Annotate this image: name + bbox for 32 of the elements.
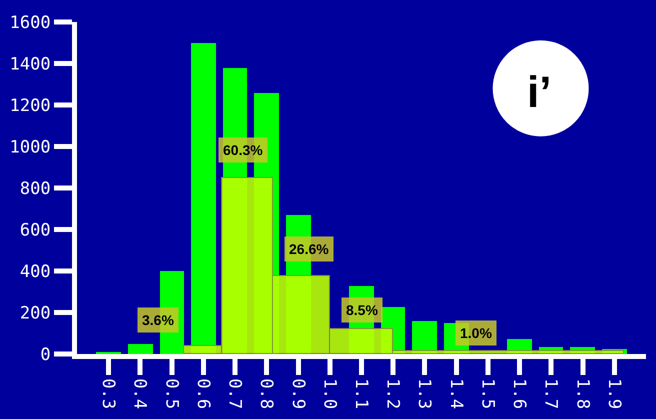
x-tick-label: 1.3 bbox=[414, 378, 434, 410]
annotation: 60.3% bbox=[223, 142, 264, 158]
x-tick-label: 1.2 bbox=[382, 378, 403, 410]
x-tick-label: 1.1 bbox=[350, 378, 371, 410]
x-tick-label: 0.7 bbox=[224, 378, 245, 410]
y-tick-label: 1400 bbox=[10, 54, 51, 74]
x-tick-label: 0.3 bbox=[98, 378, 118, 410]
y-tick-label: 0 bbox=[40, 344, 51, 365]
annotation: i’ bbox=[527, 68, 552, 117]
y-tick-label: 800 bbox=[20, 178, 51, 199]
y-tick-label: 200 bbox=[20, 303, 51, 324]
x-tick-label: 0.6 bbox=[192, 378, 213, 410]
x-tick-label: 1.8 bbox=[572, 378, 592, 410]
annotation: 1.0% bbox=[460, 325, 492, 341]
x-tick-label: 1.5 bbox=[477, 378, 498, 410]
x-tick-label: 0.8 bbox=[256, 378, 276, 410]
annotation: 26.6% bbox=[289, 241, 330, 257]
x-tick-label: 1.7 bbox=[540, 378, 561, 410]
x-tick-label: 1.6 bbox=[509, 378, 530, 410]
y-tick-label: 1000 bbox=[10, 137, 51, 158]
x-tick-label: 1.9 bbox=[604, 378, 624, 410]
x-tick-label: 0.4 bbox=[130, 378, 150, 410]
x-tick-label: 0.5 bbox=[161, 378, 182, 410]
y-tick-label: 600 bbox=[20, 220, 51, 240]
x-tick-label: 0.9 bbox=[288, 378, 308, 410]
x-tick-label: 1.0 bbox=[319, 378, 340, 410]
x-tick-label: 1.4 bbox=[446, 378, 466, 410]
y-tick-label: 400 bbox=[20, 262, 51, 282]
annotation: 8.5% bbox=[346, 302, 378, 318]
y-tick-label: 1200 bbox=[10, 96, 51, 116]
y-tick-label: 1600 bbox=[10, 12, 51, 33]
annotation: 3.6% bbox=[142, 312, 174, 328]
